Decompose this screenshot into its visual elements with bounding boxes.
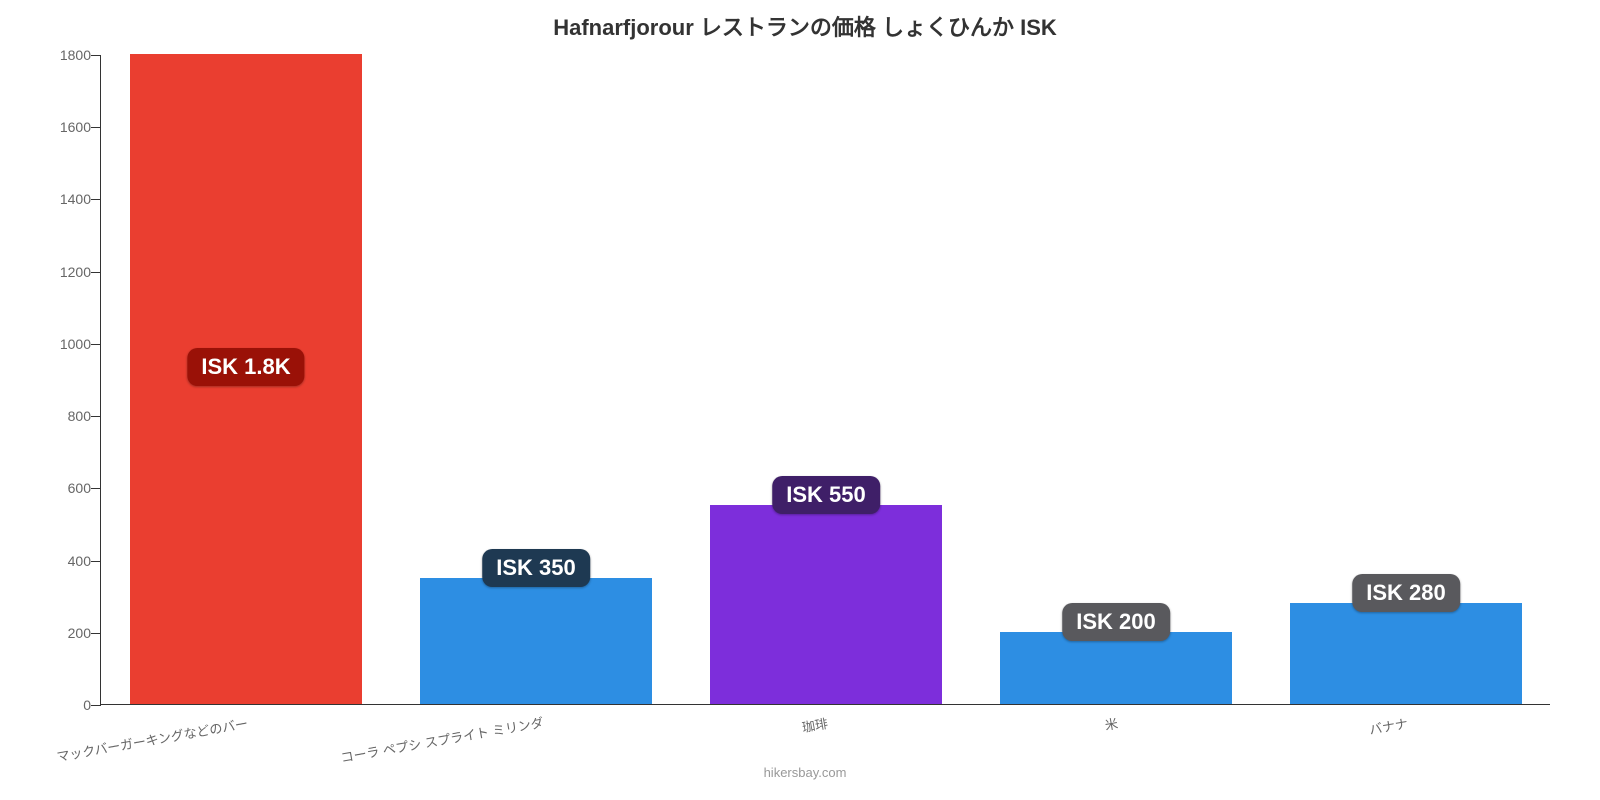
x-axis-label: マックバーガーキングなどのバー <box>49 713 249 766</box>
y-tick <box>91 344 101 345</box>
y-tick <box>91 633 101 634</box>
y-axis-label: 1400 <box>51 191 91 207</box>
x-axis-label: 珈琲 <box>629 713 829 766</box>
y-axis-label: 0 <box>51 697 91 713</box>
y-tick <box>91 127 101 128</box>
y-tick <box>91 561 101 562</box>
bar <box>1000 632 1232 704</box>
source-label: hikersbay.com <box>764 765 847 780</box>
y-axis-label: 800 <box>51 408 91 424</box>
y-tick <box>91 199 101 200</box>
x-axis-label: 米 <box>919 713 1119 766</box>
y-tick <box>91 55 101 56</box>
bar <box>1290 603 1522 704</box>
x-axis-label: バナナ <box>1209 713 1409 766</box>
y-axis-label: 1200 <box>51 264 91 280</box>
bar-value-label: ISK 550 <box>772 476 880 514</box>
price-chart: Hafnarfjorour レストランの価格 しょくひんか ISK 020040… <box>55 10 1555 790</box>
y-axis-label: 1800 <box>51 47 91 63</box>
plot-area: 020040060080010001200140016001800ISK 1.8… <box>100 55 1550 705</box>
y-axis-label: 200 <box>51 625 91 641</box>
bar-value-label: ISK 1.8K <box>187 348 304 386</box>
y-axis-label: 1000 <box>51 336 91 352</box>
y-axis-label: 400 <box>51 553 91 569</box>
y-tick <box>91 416 101 417</box>
y-tick <box>91 272 101 273</box>
y-axis-label: 1600 <box>51 119 91 135</box>
y-tick <box>91 488 101 489</box>
y-tick <box>91 705 101 706</box>
bar <box>710 505 942 704</box>
bar-value-label: ISK 350 <box>482 549 590 587</box>
y-axis-label: 600 <box>51 480 91 496</box>
bar-value-label: ISK 200 <box>1062 603 1170 641</box>
bar-value-label: ISK 280 <box>1352 574 1460 612</box>
bar <box>420 578 652 704</box>
x-axis-label: コーラ ペプシ スプライト ミリンダ <box>339 713 539 766</box>
chart-title: Hafnarfjorour レストランの価格 しょくひんか ISK <box>55 10 1555 42</box>
